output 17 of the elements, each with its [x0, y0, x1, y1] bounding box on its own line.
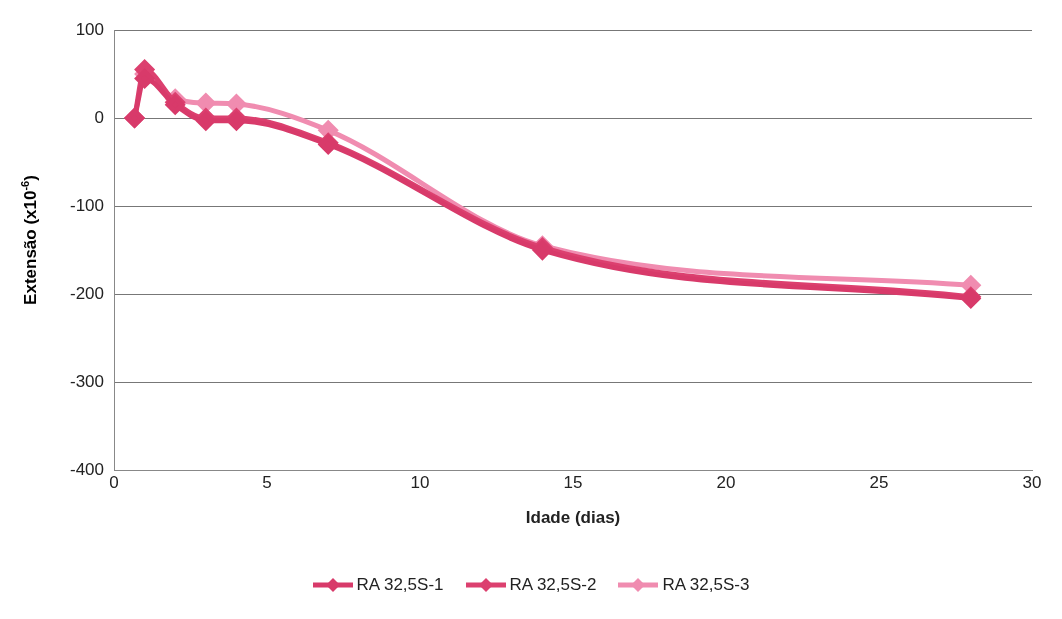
y-tick-label: 100 [75, 19, 105, 39]
x-tick-label: 15 [563, 473, 583, 493]
y-tick-label: -400 [69, 459, 105, 479]
x-axis-title: Idade (dias) [525, 508, 621, 528]
legend-label: RA 32,5S-1 [356, 575, 444, 595]
y-tick-label: -300 [69, 371, 105, 391]
x-tick-label: 30 [1022, 473, 1042, 493]
y-tick-label: 0 [94, 107, 105, 127]
x-tick-label: 25 [869, 473, 889, 493]
legend-label: RA 32,5S-2 [509, 575, 597, 595]
y-tick-label: -100 [69, 195, 105, 215]
x-tick-label: 20 [716, 473, 736, 493]
x-tick-label: 10 [410, 473, 430, 493]
legend-label: RA 32,5S-3 [662, 575, 750, 595]
y-tick-label: -200 [69, 283, 105, 303]
x-tick-label: 0 [109, 473, 119, 493]
x-tick-label: 5 [262, 473, 272, 493]
